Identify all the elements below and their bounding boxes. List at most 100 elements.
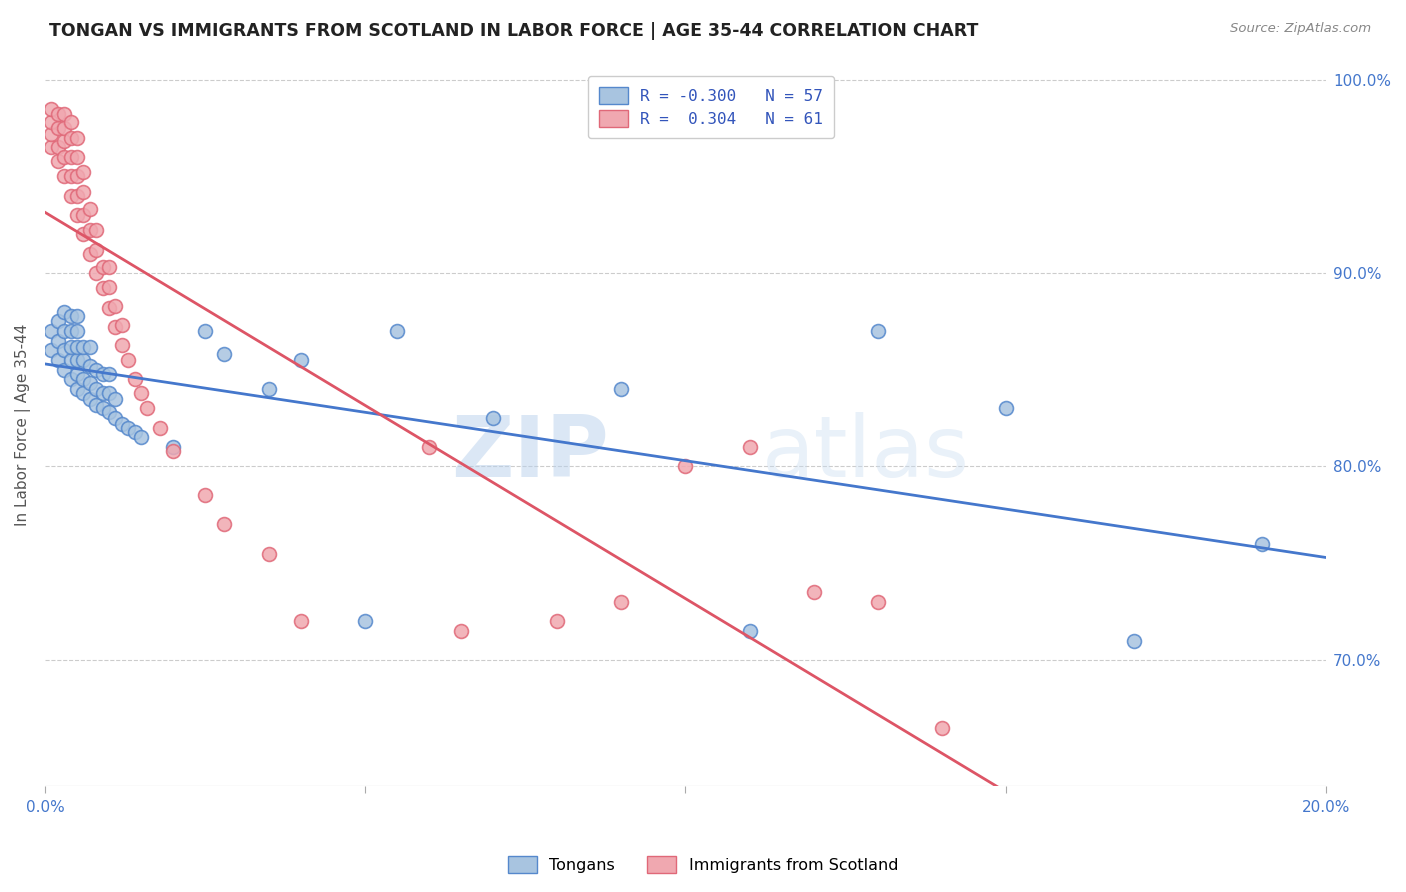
Point xyxy=(546,614,568,628)
Point xyxy=(97,367,120,381)
Point xyxy=(97,279,120,293)
Point xyxy=(53,120,76,135)
Point xyxy=(212,517,235,532)
Point xyxy=(97,405,120,419)
Point xyxy=(59,353,82,368)
Point xyxy=(72,227,94,242)
Point xyxy=(866,595,889,609)
Point xyxy=(91,367,114,381)
Point xyxy=(46,140,69,154)
Point xyxy=(66,169,89,184)
Text: TONGAN VS IMMIGRANTS FROM SCOTLAND IN LABOR FORCE | AGE 35-44 CORRELATION CHART: TONGAN VS IMMIGRANTS FROM SCOTLAND IN LA… xyxy=(49,22,979,40)
Point xyxy=(66,188,89,202)
Point xyxy=(66,339,89,353)
Point xyxy=(72,386,94,401)
Point xyxy=(104,299,127,313)
Point xyxy=(79,202,101,216)
Point xyxy=(84,382,107,396)
Point xyxy=(97,386,120,401)
Point xyxy=(124,372,146,386)
Point xyxy=(79,376,101,391)
Point xyxy=(72,339,94,353)
Point xyxy=(59,115,82,129)
Point xyxy=(72,165,94,179)
Point xyxy=(66,150,89,164)
Point xyxy=(59,150,82,164)
Point xyxy=(79,392,101,406)
Point xyxy=(79,246,101,260)
Point xyxy=(1251,537,1274,551)
Point xyxy=(387,324,409,338)
Point xyxy=(66,353,89,368)
Point xyxy=(53,135,76,149)
Point xyxy=(39,127,62,141)
Point xyxy=(91,260,114,275)
Point xyxy=(53,107,76,121)
Point xyxy=(59,309,82,323)
Point xyxy=(72,208,94,222)
Point xyxy=(91,281,114,295)
Point xyxy=(104,392,127,406)
Point xyxy=(39,102,62,116)
Point xyxy=(53,324,76,338)
Point xyxy=(354,614,377,628)
Y-axis label: In Labor Force | Age 35-44: In Labor Force | Age 35-44 xyxy=(15,324,31,526)
Point xyxy=(53,169,76,184)
Point xyxy=(162,444,184,458)
Point xyxy=(84,266,107,280)
Point xyxy=(66,130,89,145)
Text: ZIP: ZIP xyxy=(451,412,609,495)
Point xyxy=(53,343,76,358)
Point xyxy=(738,624,761,638)
Point xyxy=(129,430,152,444)
Point xyxy=(39,324,62,338)
Point xyxy=(59,372,82,386)
Point xyxy=(194,324,217,338)
Point xyxy=(162,440,184,454)
Point xyxy=(72,185,94,199)
Point xyxy=(53,362,76,376)
Point xyxy=(53,304,76,318)
Point xyxy=(46,153,69,168)
Point xyxy=(257,382,280,396)
Point xyxy=(97,301,120,315)
Point xyxy=(610,382,633,396)
Point xyxy=(610,595,633,609)
Point xyxy=(104,411,127,425)
Point xyxy=(212,347,235,361)
Point xyxy=(79,339,101,353)
Point xyxy=(104,320,127,334)
Point xyxy=(931,721,953,735)
Point xyxy=(84,398,107,412)
Point xyxy=(111,337,134,351)
Point xyxy=(194,488,217,502)
Point xyxy=(149,421,172,435)
Point xyxy=(46,334,69,348)
Point xyxy=(59,339,82,353)
Point xyxy=(46,353,69,368)
Point xyxy=(59,130,82,145)
Point xyxy=(66,367,89,381)
Point xyxy=(482,411,505,425)
Point xyxy=(1122,633,1144,648)
Point xyxy=(66,324,89,338)
Point xyxy=(39,115,62,129)
Text: atlas: atlas xyxy=(762,412,970,495)
Point xyxy=(290,353,312,368)
Point xyxy=(39,343,62,358)
Point xyxy=(66,208,89,222)
Point xyxy=(84,243,107,257)
Legend: R = -0.300   N = 57, R =  0.304   N = 61: R = -0.300 N = 57, R = 0.304 N = 61 xyxy=(588,76,835,138)
Point xyxy=(59,169,82,184)
Point xyxy=(450,624,472,638)
Point xyxy=(59,188,82,202)
Point xyxy=(97,260,120,275)
Point xyxy=(738,440,761,454)
Point xyxy=(66,309,89,323)
Point xyxy=(79,223,101,237)
Point xyxy=(290,614,312,628)
Point xyxy=(117,353,139,368)
Text: Source: ZipAtlas.com: Source: ZipAtlas.com xyxy=(1230,22,1371,36)
Point xyxy=(111,318,134,333)
Point xyxy=(124,425,146,439)
